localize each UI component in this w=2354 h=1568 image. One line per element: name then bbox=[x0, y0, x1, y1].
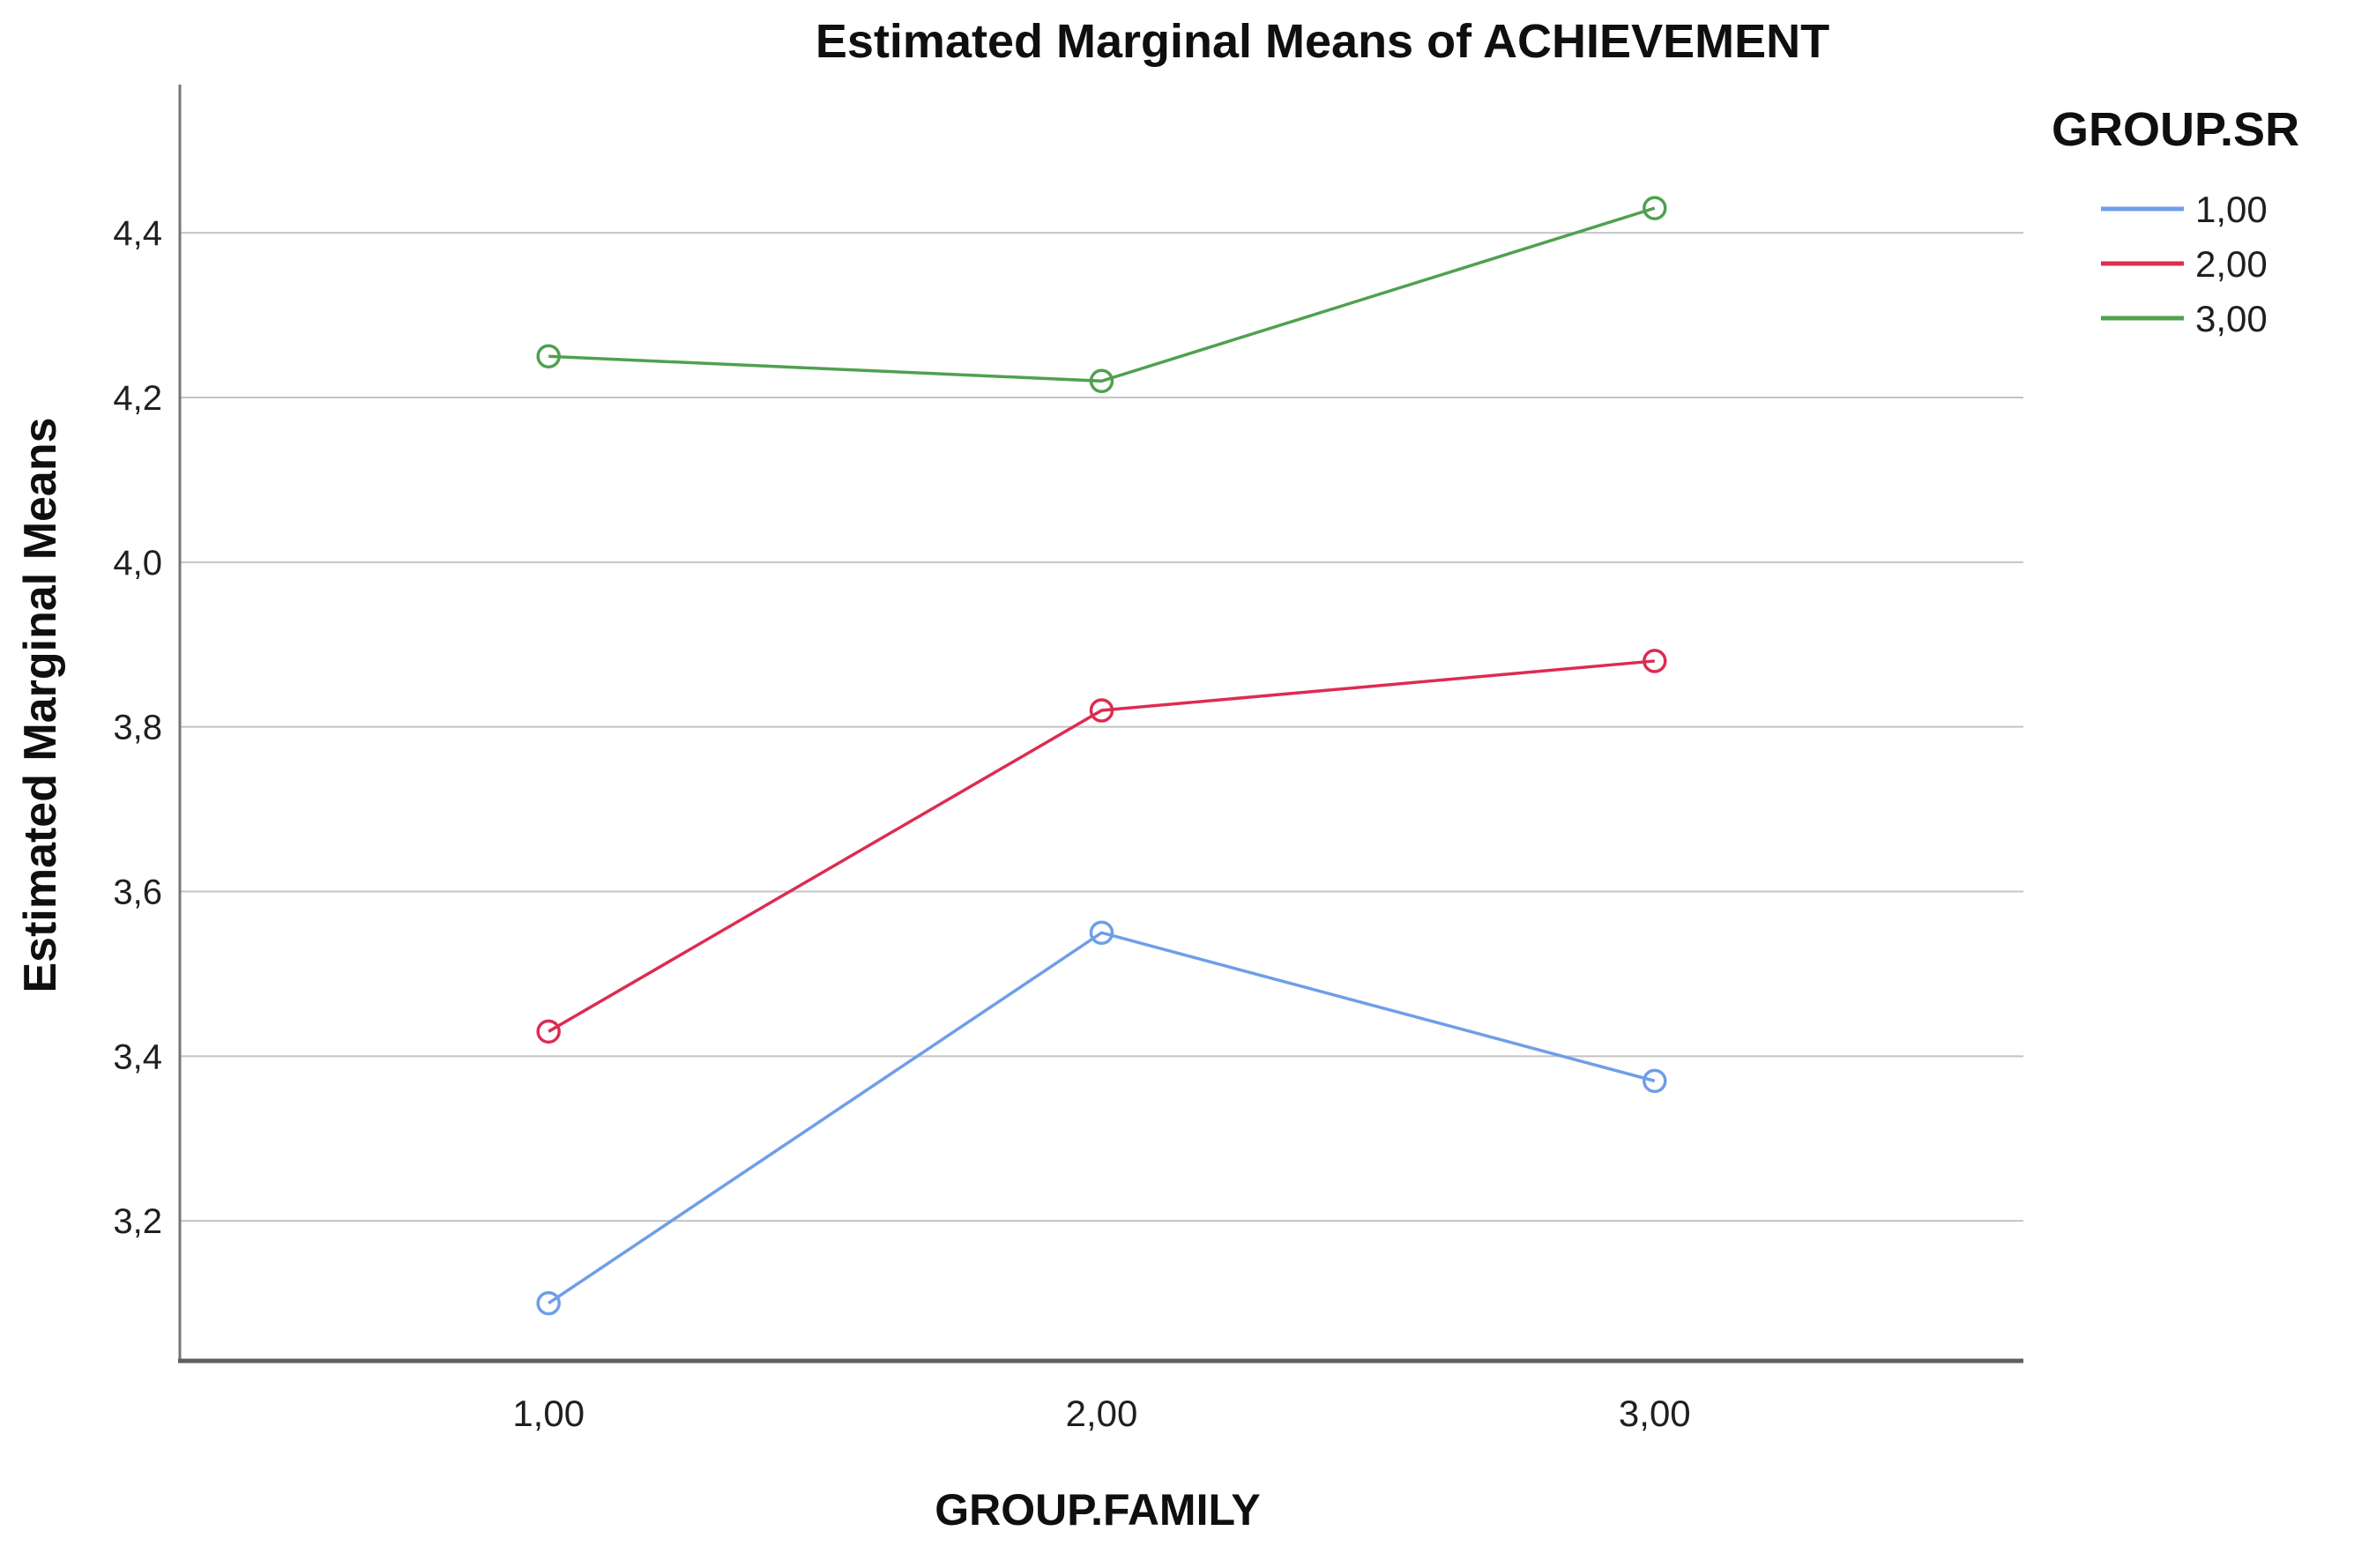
chart-title: Estimated Marginal Means of ACHIEVEMENT bbox=[815, 15, 1830, 68]
series-line-1,00 bbox=[548, 931, 1656, 1305]
data-point-marker-1,00 bbox=[1089, 920, 1114, 945]
legend-label: 1,00 bbox=[2195, 189, 2268, 230]
data-point-marker-2,00 bbox=[1089, 698, 1114, 723]
y-tick-label: 4,2 bbox=[113, 379, 162, 418]
data-point-marker-1,00 bbox=[536, 1290, 561, 1316]
data-point-marker-1,00 bbox=[1643, 1068, 1667, 1094]
y-tick-label: 3,4 bbox=[113, 1037, 162, 1076]
y-tick-label: 3,6 bbox=[113, 873, 162, 912]
data-point-marker-2,00 bbox=[1643, 649, 1667, 673]
x-tick-label: 2,00 bbox=[1066, 1393, 1138, 1434]
data-point-marker-2,00 bbox=[536, 1019, 561, 1044]
legend-label: 3,00 bbox=[2195, 298, 2268, 339]
x-tick-label: 3,00 bbox=[1619, 1393, 1691, 1434]
data-point-marker-3,00 bbox=[1643, 196, 1667, 220]
series-line-3,00 bbox=[548, 206, 1656, 383]
y-tick-label: 3,2 bbox=[113, 1202, 162, 1241]
data-point-marker-3,00 bbox=[536, 344, 561, 369]
legend-label: 2,00 bbox=[2195, 243, 2268, 285]
x-axis-title: GROUP.FAMILY bbox=[935, 1485, 1261, 1535]
legend-title: GROUP.SR bbox=[2052, 103, 2300, 156]
x-tick-label: 1,00 bbox=[512, 1393, 585, 1434]
data-point-marker-3,00 bbox=[1089, 368, 1114, 394]
y-tick-label: 4,0 bbox=[113, 544, 162, 583]
y-tick-label: 4,4 bbox=[113, 214, 162, 253]
series-line-2,00 bbox=[548, 659, 1655, 1033]
y-tick-label: 3,8 bbox=[113, 709, 162, 747]
